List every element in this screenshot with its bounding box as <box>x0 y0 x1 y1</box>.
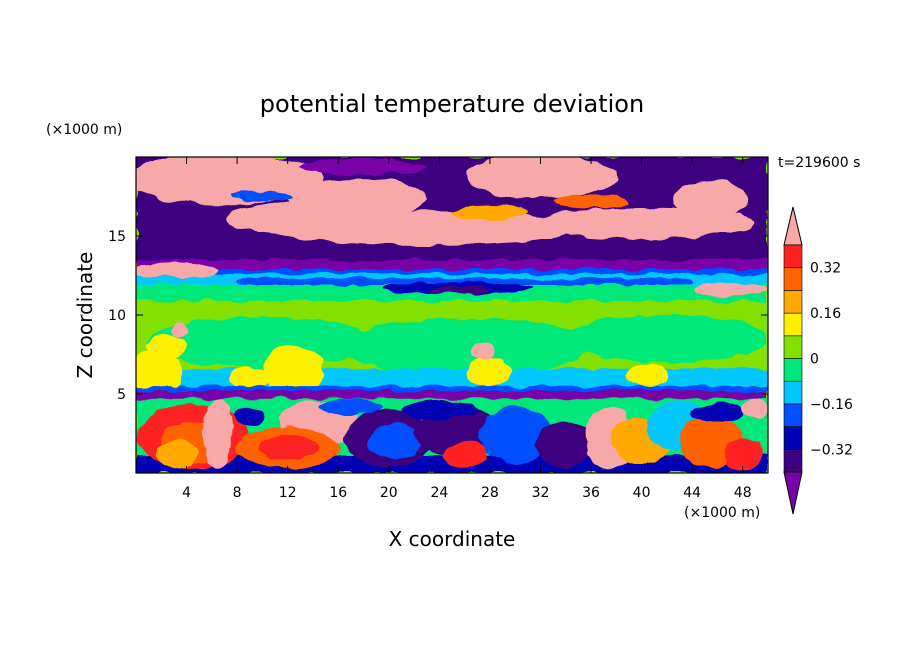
contour-cell <box>464 157 617 199</box>
x-tick-label: 48 <box>734 485 752 501</box>
colorbar-swatch <box>783 426 803 450</box>
x-tick-label: 44 <box>683 485 701 501</box>
contour-cell <box>224 202 377 235</box>
colorbar-swatch <box>783 335 803 359</box>
contour-cell <box>148 316 377 368</box>
lower-troposphere-layer <box>136 398 768 473</box>
contour-band <box>136 259 768 270</box>
contour-cell <box>136 262 219 279</box>
contour-cell <box>689 403 746 423</box>
x-tick-label: 36 <box>582 485 600 501</box>
y-tick-label: 10 <box>108 308 126 324</box>
colorbar-swatch <box>783 290 803 314</box>
contour-cell <box>535 422 597 467</box>
contour-cell <box>673 180 750 219</box>
contour-cell <box>427 285 489 294</box>
cold-layer-5km <box>136 386 768 401</box>
contour-cell <box>565 315 768 363</box>
contour-cell <box>156 439 197 469</box>
colorbar-tick-label: 0.32 <box>810 261 841 277</box>
colorbar-tick-label: −0.32 <box>810 442 853 458</box>
x-tick-label: 12 <box>279 485 297 501</box>
contour-cell <box>234 408 265 425</box>
colorbar-bottom-arrow <box>783 471 803 515</box>
stratosphere-layer <box>136 157 768 297</box>
y-axis-title: Z coordinate <box>73 252 97 379</box>
colorbar-swatch <box>783 312 803 337</box>
contour-cell <box>202 398 234 469</box>
contour-cell <box>230 191 294 202</box>
colorbar-swatch <box>783 403 803 427</box>
contour-cell <box>467 357 513 387</box>
colorbar-swatch <box>783 267 803 291</box>
contour-band <box>237 278 693 285</box>
contour-cell <box>148 333 187 360</box>
colorbar-swatch <box>783 358 803 382</box>
contour-cell <box>692 282 768 297</box>
colorbar: −0.32 −0.16 0 0.16 0.32 <box>783 206 853 515</box>
colorbar-top-arrow <box>783 206 803 246</box>
x-tick-label: 32 <box>532 485 550 501</box>
contour-cell <box>263 345 325 396</box>
contour-band <box>136 267 768 274</box>
contour-cell <box>319 398 383 415</box>
x-tick-label: 20 <box>380 485 398 501</box>
contour-cell <box>338 318 592 376</box>
chart-title: potential temperature deviation <box>260 90 644 118</box>
contour-cell <box>415 406 502 458</box>
mid-troposphere-layer <box>136 283 768 399</box>
contour-cell <box>722 438 763 470</box>
contour-cell <box>367 424 423 459</box>
colorbar-tick-label: 0 <box>810 352 819 368</box>
contour-cell <box>300 158 427 175</box>
contour-cell <box>401 400 478 420</box>
contour-cell <box>258 435 317 461</box>
contour-cell <box>627 363 669 387</box>
colorbar-tick-label: −0.16 <box>810 397 853 413</box>
time-label: t=219600 s <box>778 155 860 171</box>
y-axis: 5 10 15 <box>108 229 768 403</box>
contour-cell <box>472 341 495 361</box>
contour-cell <box>172 322 188 336</box>
contour-band <box>136 386 768 391</box>
contour-cell <box>441 441 488 467</box>
x-tick-label: 16 <box>329 485 347 501</box>
colorbar-tick-label: 0.16 <box>810 306 841 322</box>
x-tick-label: 40 <box>633 485 651 501</box>
contour-cell <box>479 406 551 464</box>
x-tick-label: 4 <box>182 485 191 501</box>
y-tick-label: 5 <box>117 387 126 403</box>
x-axis: 4 8 12 16 20 24 28 32 36 40 44 48 <box>182 157 752 501</box>
colorbar-swatch <box>783 448 803 473</box>
contour-field <box>136 157 768 473</box>
x-tick-label: 8 <box>233 485 242 501</box>
contour-cell <box>742 398 768 418</box>
contour-cell <box>553 194 629 208</box>
x-unit-label: (×1000 m) <box>684 505 760 521</box>
x-tick-label: 28 <box>481 485 499 501</box>
contour-cell <box>452 205 528 219</box>
x-tick-label: 24 <box>430 485 448 501</box>
y-unit-label: (×1000 m) <box>46 122 122 138</box>
x-axis-title: X coordinate <box>389 527 516 551</box>
colorbar-swatch <box>783 244 803 269</box>
contour-cell <box>229 367 270 390</box>
y-tick-label: 15 <box>108 229 126 245</box>
colorbar-swatch <box>783 380 803 405</box>
